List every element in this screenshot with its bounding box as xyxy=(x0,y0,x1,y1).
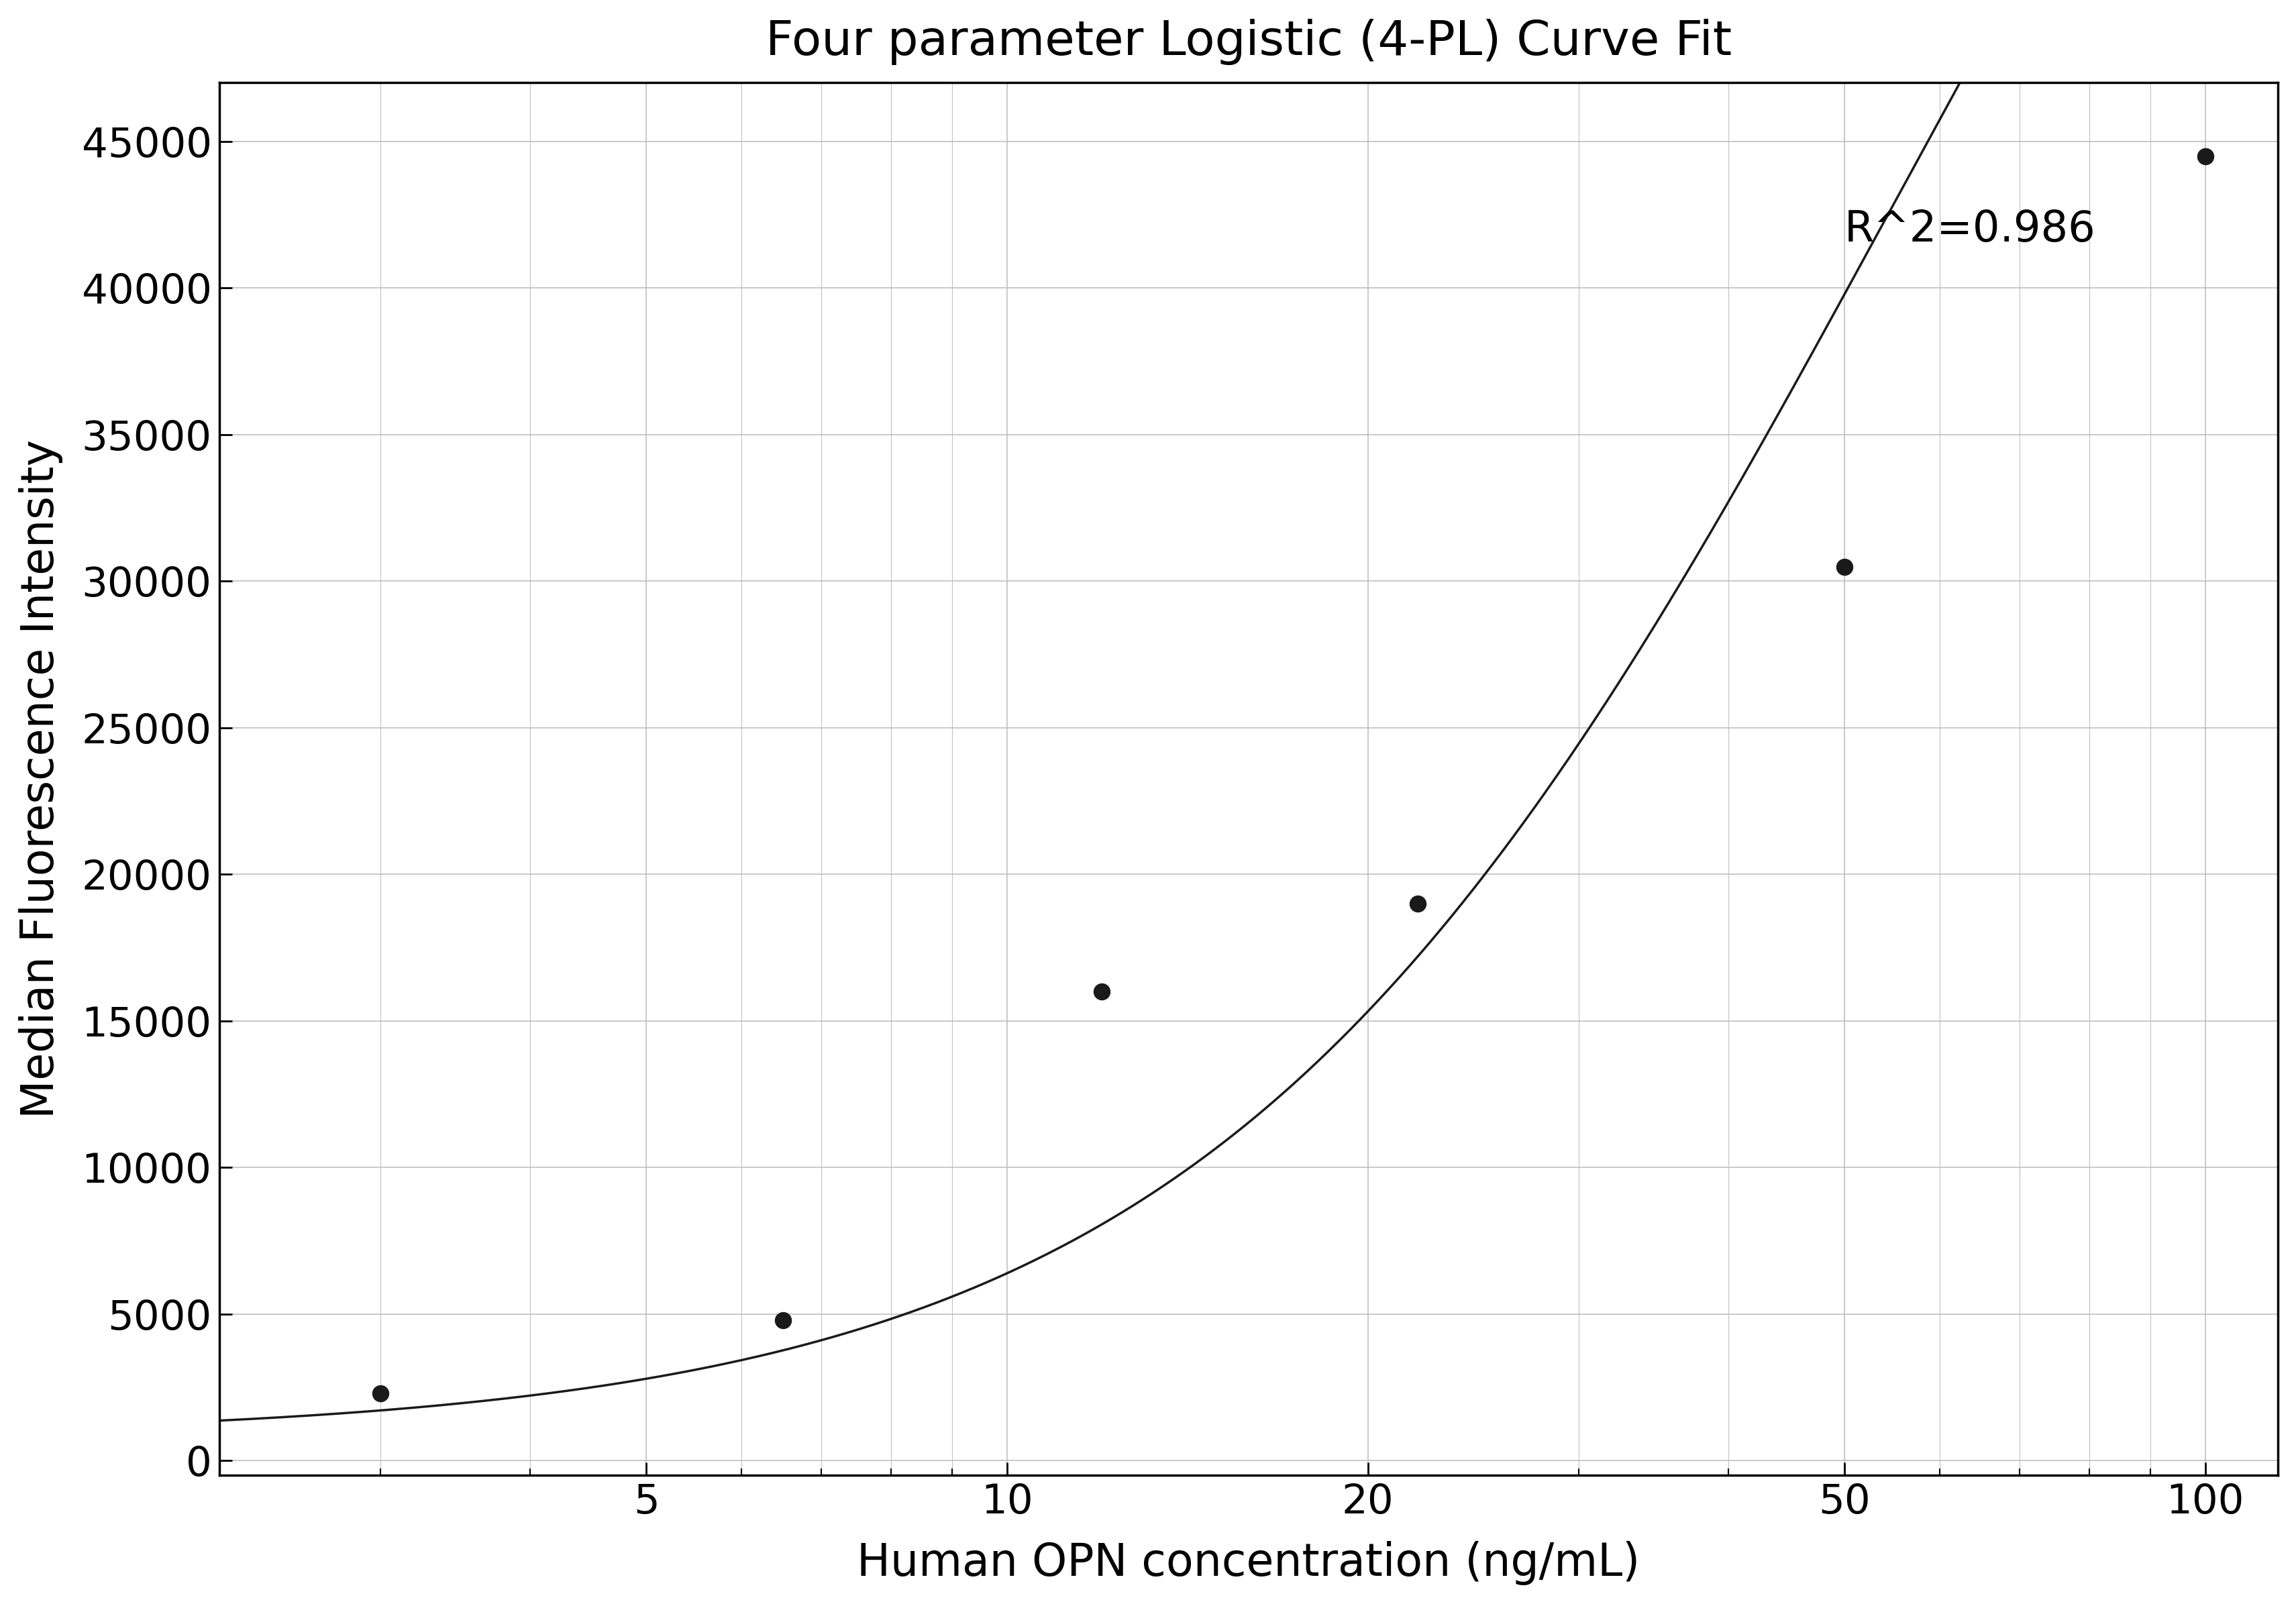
Point xyxy=(363,1381,400,1407)
Point xyxy=(765,1307,801,1333)
X-axis label: Human OPN concentration (ng/mL): Human OPN concentration (ng/mL) xyxy=(856,1541,1639,1585)
Point xyxy=(1398,890,1435,916)
Point xyxy=(1084,978,1120,1004)
Y-axis label: Median Fluorescence Intensity: Median Fluorescence Intensity xyxy=(18,439,62,1118)
Text: R^2=0.986: R^2=0.986 xyxy=(1844,209,2096,250)
Point xyxy=(1825,553,1862,579)
Title: Four parameter Logistic (4-PL) Curve Fit: Four parameter Logistic (4-PL) Curve Fit xyxy=(765,19,1731,64)
Point xyxy=(2186,143,2223,168)
